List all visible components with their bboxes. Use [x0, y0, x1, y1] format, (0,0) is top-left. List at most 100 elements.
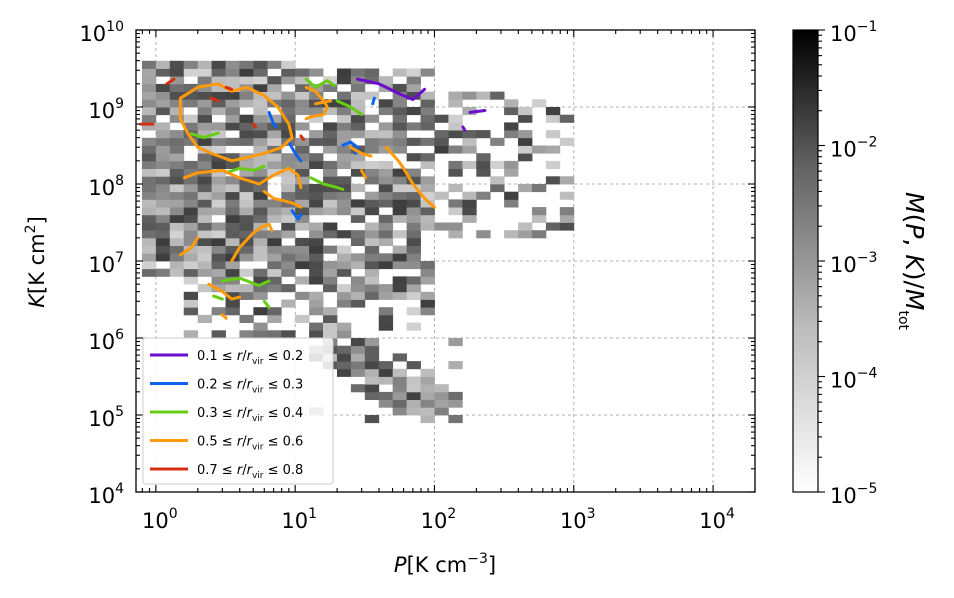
heatmap-cell — [309, 299, 324, 308]
heatmap-cell — [197, 261, 212, 270]
heatmap-cell — [225, 137, 240, 146]
heatmap-cell — [141, 60, 157, 69]
heatmap-cell — [420, 91, 435, 100]
y-axis-title: K[K cm2] — [23, 216, 49, 308]
heatmap-cell — [169, 145, 185, 154]
heatmap-cell — [462, 214, 477, 223]
heatmap-cell — [295, 207, 310, 216]
heatmap-cell — [267, 230, 282, 239]
heatmap-cell — [141, 107, 157, 116]
heatmap-cell — [392, 368, 408, 377]
heatmap-cell — [267, 137, 282, 146]
heatmap-cell — [295, 176, 310, 185]
heatmap-cell — [155, 222, 171, 231]
heatmap-cell — [239, 91, 254, 100]
heatmap-cell — [239, 330, 254, 339]
heatmap-cell — [420, 184, 435, 193]
heatmap-cell — [169, 253, 185, 262]
x-tick-label: 104 — [699, 506, 735, 533]
heatmap-cell — [406, 91, 421, 100]
heatmap-cell — [378, 199, 394, 208]
heatmap-cell — [169, 83, 185, 92]
heatmap-cell — [378, 399, 394, 408]
contour-line — [212, 294, 224, 301]
heatmap-cell — [239, 184, 254, 193]
heatmap-cell — [295, 184, 310, 193]
heatmap-cell — [518, 130, 533, 139]
heatmap-cell — [378, 214, 394, 223]
heatmap-cell — [155, 130, 171, 139]
heatmap-cell — [267, 284, 282, 293]
heatmap-cell — [197, 130, 212, 139]
heatmap-cell — [267, 276, 282, 285]
heatmap-cell — [350, 207, 366, 216]
heatmap-cell — [392, 230, 408, 239]
heatmap-cell — [155, 60, 171, 69]
heatmap-cell — [518, 114, 533, 123]
heatmap-cell — [392, 291, 408, 300]
heatmap-cell — [169, 230, 185, 239]
heatmap-cell — [364, 68, 380, 77]
heatmap-cell — [253, 68, 268, 77]
heatmap-cell — [531, 207, 547, 216]
heatmap-cell — [350, 353, 366, 362]
heatmap-cell — [406, 107, 421, 116]
heatmap-cell — [336, 107, 352, 116]
heatmap-cell — [476, 230, 491, 239]
heatmap-cell — [350, 368, 366, 377]
heatmap-cell — [141, 261, 157, 270]
heatmap-cell — [197, 153, 212, 162]
heatmap-cell — [350, 261, 366, 270]
heatmap-cell — [155, 107, 171, 116]
heatmap-cell — [197, 214, 212, 223]
legend: 0.1 ≤ r/rvir ≤ 0.2 0.2 ≤ r/rvir ≤ 0.3 0.3 … — [142, 337, 334, 485]
heatmap-cell — [253, 207, 268, 216]
heatmap-cell — [253, 230, 268, 239]
heatmap-cell — [364, 284, 380, 293]
heatmap-cell — [350, 122, 366, 131]
heatmap-cell — [350, 338, 366, 347]
contour-line — [251, 122, 258, 129]
heatmap-cell — [239, 130, 254, 139]
heatmap-cell — [225, 207, 240, 216]
heatmap-cell — [309, 276, 324, 285]
heatmap-cell — [309, 268, 324, 277]
heatmap-cell — [197, 314, 212, 323]
heatmap-cell — [141, 153, 157, 162]
heatmap-cell — [350, 384, 366, 393]
heatmap-cell — [197, 176, 212, 185]
heatmap-cell — [392, 276, 408, 285]
heatmap-cell — [364, 245, 380, 254]
heatmap-cell — [448, 207, 463, 216]
heatmap-cell — [336, 291, 352, 300]
heatmap-cell — [225, 199, 240, 208]
heatmap-cell — [420, 407, 435, 416]
heatmap-cell — [545, 130, 561, 139]
heatmap-cell — [378, 107, 394, 116]
heatmap-cell — [392, 68, 408, 77]
heatmap-cell — [364, 207, 380, 216]
heatmap-cell — [364, 276, 380, 285]
heatmap-cell — [309, 130, 324, 139]
heatmap-cell — [239, 114, 254, 123]
heatmap-cell — [434, 145, 449, 154]
axis-ticks — [136, 29, 756, 493]
heatmap-cell — [406, 284, 421, 293]
heatmap-cell — [295, 83, 310, 92]
heatmap-cell — [141, 137, 157, 146]
heatmap-cell — [462, 137, 477, 146]
heatmap-cell — [434, 391, 449, 400]
heatmap-cell — [392, 114, 408, 123]
heatmap-cell — [211, 176, 226, 185]
heatmap-cell — [392, 199, 408, 208]
heatmap-cell — [169, 160, 185, 169]
heatmap-cell — [141, 91, 157, 100]
heatmap-cell — [378, 184, 394, 193]
heatmap-cell — [392, 191, 408, 200]
heatmap-cell — [420, 114, 435, 123]
heatmap-cell — [350, 91, 366, 100]
contour-line — [267, 110, 278, 129]
heatmap-cell — [364, 160, 380, 169]
heatmap-cell — [183, 237, 199, 246]
heatmap-cell — [239, 222, 254, 231]
